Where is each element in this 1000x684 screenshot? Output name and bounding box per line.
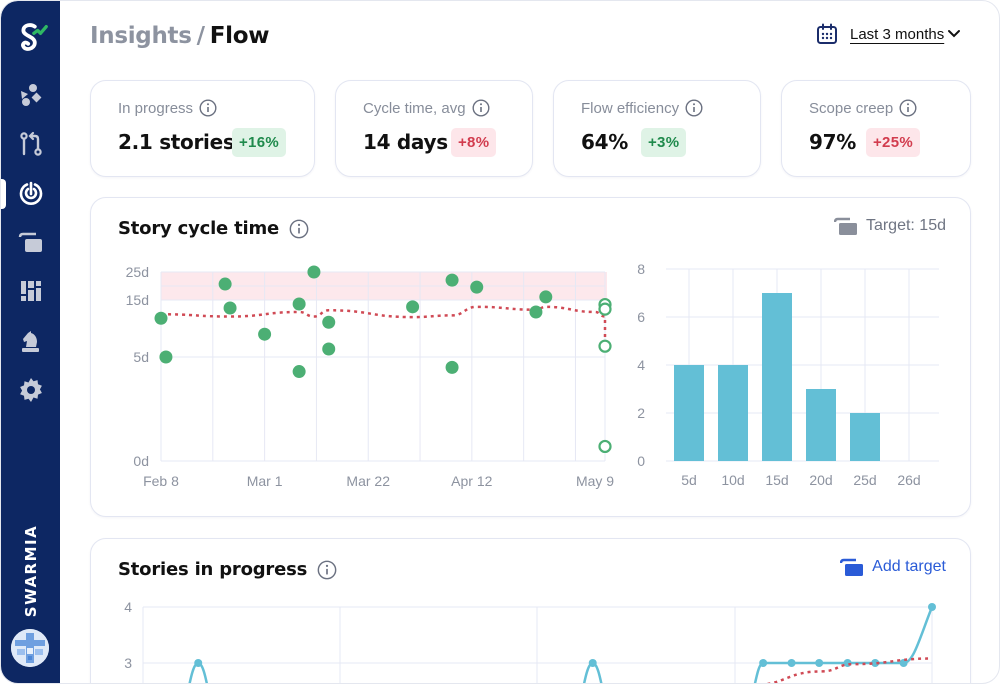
kpi-label: Flow efficiency [581,99,703,117]
kpi-value: 2.1 stories [118,130,235,154]
sidebar: SWARMIA [1,1,60,683]
sidebar-item-strategy[interactable] [1,321,60,361]
date-range-label: Last 3 months [850,25,945,43]
cards-icon [18,232,42,252]
sidebar-item-pull-requests[interactable] [1,124,60,164]
pull-request-icon [19,131,42,156]
story-cycle-time-card: Story cycle time Target: 15d [90,197,971,517]
target-indicator[interactable]: Target: 15d [833,216,946,236]
kpi-card-scope-creep[interactable]: Scope creep 97% +25% [781,80,971,177]
sidebar-item-teams[interactable] [1,75,60,115]
card-title: Stories in progress [118,559,337,580]
sidebar-item-work[interactable] [1,222,60,262]
sidebar-item-insights[interactable] [1,173,60,213]
card-title: Story cycle time [118,218,309,239]
kpi-label: In progress [118,99,217,117]
add-target-icon [840,558,864,576]
kpi-change-badge: +8% [451,128,497,157]
kpi-change-badge: +3% [641,128,687,157]
kpi-label-text: Flow efficiency [581,99,680,117]
sidebar-item-settings[interactable] [1,370,60,410]
gear-icon [19,378,42,402]
kpi-change-badge: +16% [232,128,286,157]
calendar-icon [817,23,837,44]
sidebar-item-boards[interactable] [1,271,60,311]
kpi-label: Scope creep [809,99,917,117]
kpi-value: 97% [809,130,856,154]
chevron-down-icon [948,30,961,38]
target-cards-icon [833,217,857,235]
kpi-change-badge: +25% [866,128,920,157]
kpi-value: 64% [581,130,628,154]
page-title: Insights / Flow [90,23,270,49]
add-target-label: Add target [872,558,946,575]
kpi-label: Cycle time, avg [363,99,490,117]
stories-in-progress-card: Stories in progress Add target [90,538,971,683]
kpi-label-text: Cycle time, avg [363,99,466,117]
breadcrumb-current: Flow [209,23,270,49]
info-icon[interactable] [472,99,490,117]
shapes-icon [20,84,41,106]
board-icon [20,281,41,301]
info-icon[interactable] [685,99,703,117]
swarmia-logo[interactable] [1,17,60,61]
chess-knight-icon [21,331,39,352]
info-icon[interactable] [199,99,217,117]
card-title-text: Story cycle time [118,218,280,239]
logo-icon [20,23,48,51]
avatar[interactable] [11,629,49,667]
info-icon[interactable] [317,560,337,580]
brand-wordmark: SWARMIA [22,524,41,618]
breadcrumb-insights[interactable]: Insights [90,23,192,49]
avatar-pattern-icon [11,629,49,667]
card-title-text: Stories in progress [118,559,308,580]
add-target-button[interactable]: Add target [840,557,946,577]
kpi-card-flow-efficiency[interactable]: Flow efficiency 64% +3% [553,80,761,177]
radar-icon [19,181,42,205]
active-indicator [1,179,6,209]
kpi-card-cycle-time[interactable]: Cycle time, avg 14 days +8% [335,80,533,177]
target-label-text: Target: 15d [865,217,946,234]
date-range-picker[interactable]: Last 3 months [816,23,961,45]
breadcrumb-separator: / [196,23,205,49]
kpi-label-text: In progress [118,99,194,117]
info-icon[interactable] [899,99,917,117]
kpi-label-text: Scope creep [809,99,894,117]
kpi-value: 14 days [363,130,448,154]
info-icon[interactable] [289,219,309,239]
kpi-card-in-progress[interactable]: In progress 2.1 stories +16% [90,80,315,177]
